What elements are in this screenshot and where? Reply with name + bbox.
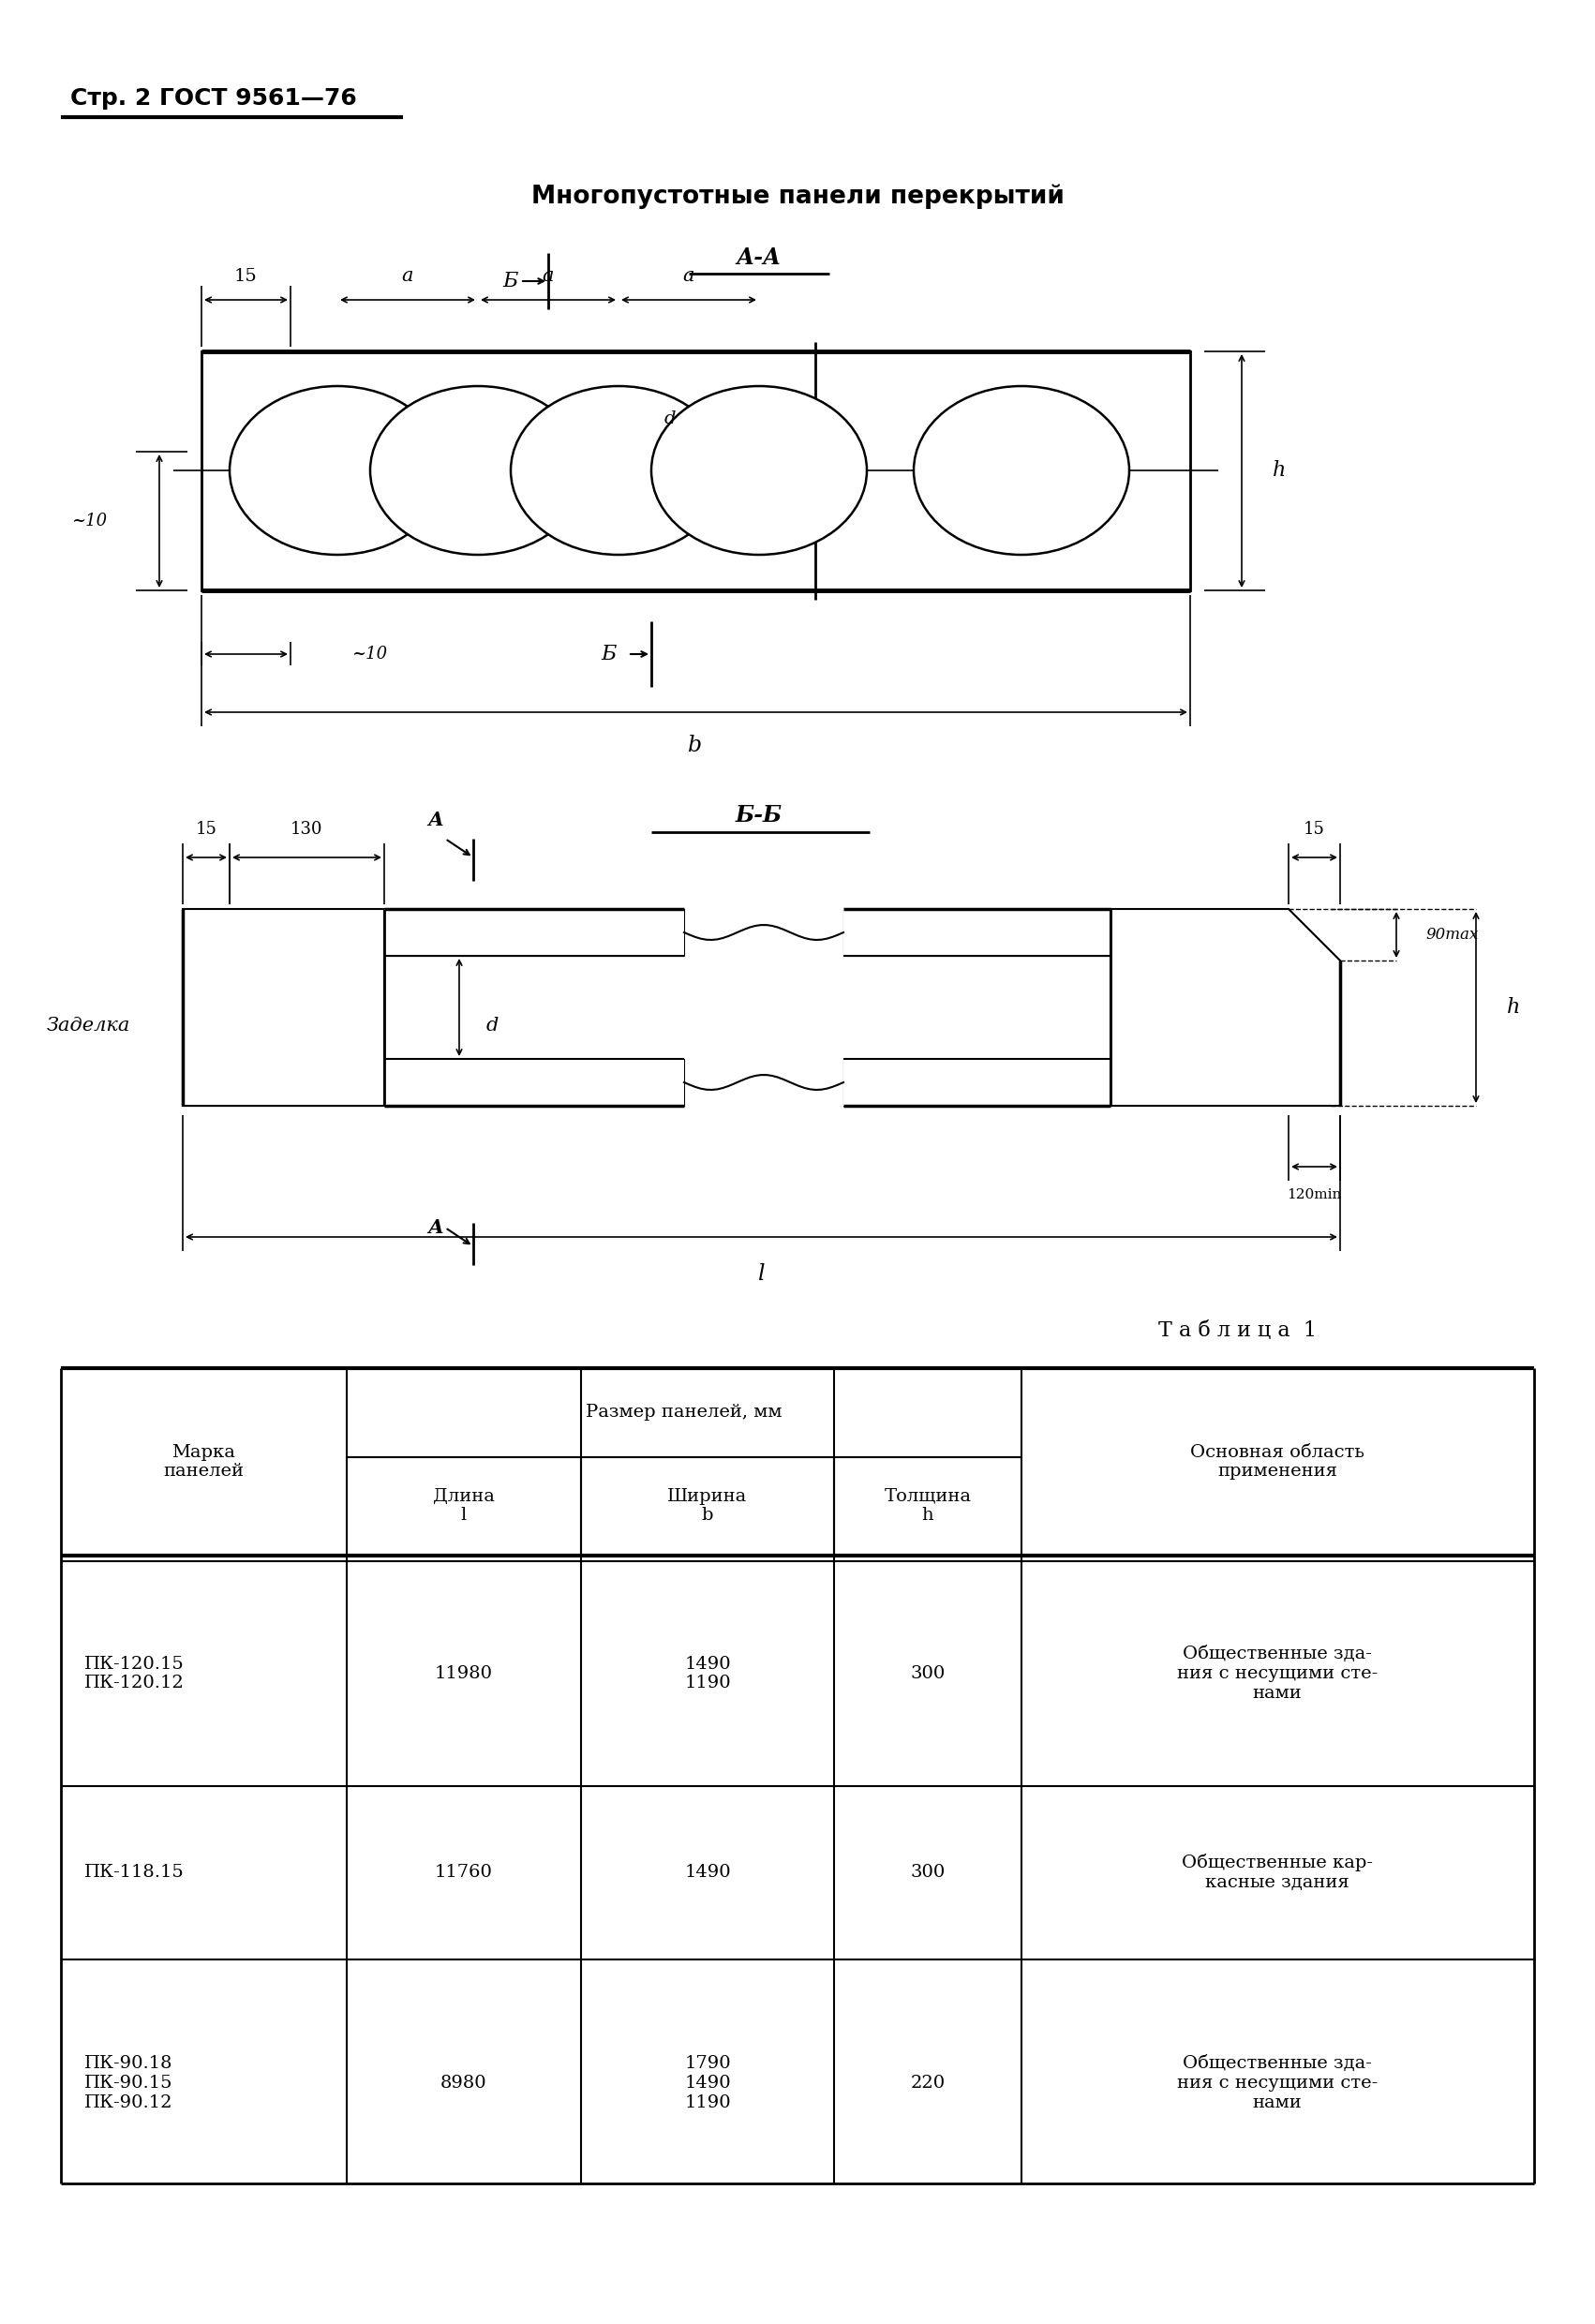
- Text: ПК-90.18
ПК-90.15
ПК-90.12: ПК-90.18 ПК-90.15 ПК-90.12: [85, 2054, 172, 2110]
- Text: Б: Б: [601, 644, 617, 665]
- Text: Т а б л и ц а  1: Т а б л и ц а 1: [1158, 1320, 1316, 1341]
- Text: a: a: [683, 267, 695, 286]
- Text: Заделка: Заделка: [48, 1018, 131, 1034]
- Text: ПК-118.15: ПК-118.15: [85, 1864, 185, 1880]
- Text: Стр. 2 ГОСТ 9561—76: Стр. 2 ГОСТ 9561—76: [70, 86, 357, 109]
- Text: 1490
1190: 1490 1190: [684, 1655, 731, 1692]
- Text: Основная область
применения: Основная область применения: [1190, 1443, 1364, 1480]
- Text: 130: 130: [290, 820, 322, 837]
- Polygon shape: [844, 1060, 1110, 1106]
- Text: ~10: ~10: [72, 514, 107, 530]
- Text: a: a: [542, 267, 553, 286]
- Ellipse shape: [370, 386, 585, 555]
- Text: Размер панелей, мм: Размер панелей, мм: [585, 1404, 782, 1420]
- Text: 120min: 120min: [1287, 1188, 1341, 1202]
- Text: 220: 220: [911, 2075, 946, 2092]
- Text: 11760: 11760: [435, 1864, 493, 1880]
- Text: 1490: 1490: [684, 1864, 731, 1880]
- Text: Общественные зда-
ния с несущими сте-
нами: Общественные зда- ния с несущими сте- на…: [1177, 2054, 1378, 2110]
- Text: Ширина
b: Ширина b: [668, 1487, 748, 1525]
- Text: a: a: [402, 267, 413, 286]
- Text: ~10: ~10: [351, 646, 388, 662]
- Polygon shape: [183, 909, 384, 1106]
- Text: 15: 15: [196, 820, 217, 837]
- Text: b: b: [689, 734, 702, 755]
- Text: А: А: [427, 1218, 443, 1236]
- Text: Б-Б: Б-Б: [735, 804, 783, 827]
- Text: 15: 15: [234, 267, 257, 286]
- Text: 90max: 90max: [1426, 927, 1479, 941]
- Text: Общественные зда-
ния с несущими сте-
нами: Общественные зда- ния с несущими сте- на…: [1177, 1645, 1378, 1701]
- Text: d: d: [486, 1018, 498, 1034]
- Text: 300: 300: [911, 1864, 946, 1880]
- Text: h: h: [1273, 460, 1286, 481]
- Text: 1790
1490
1190: 1790 1490 1190: [684, 2054, 731, 2110]
- Text: А: А: [427, 811, 443, 830]
- Ellipse shape: [914, 386, 1129, 555]
- Ellipse shape: [651, 386, 866, 555]
- Text: Марка
панелей: Марка панелей: [163, 1443, 244, 1480]
- Text: l: l: [758, 1264, 764, 1285]
- Ellipse shape: [510, 386, 726, 555]
- Polygon shape: [1110, 909, 1340, 1106]
- Polygon shape: [201, 351, 1190, 590]
- Text: ПК-120.15
ПК-120.12: ПК-120.15 ПК-120.12: [85, 1655, 185, 1692]
- Polygon shape: [384, 1060, 684, 1106]
- Polygon shape: [844, 909, 1110, 955]
- Text: h: h: [1507, 997, 1520, 1018]
- Text: 8980: 8980: [440, 2075, 486, 2092]
- Text: Многопустотные панели перекрытий: Многопустотные панели перекрытий: [531, 184, 1064, 209]
- Polygon shape: [384, 909, 684, 955]
- Text: 11980: 11980: [435, 1666, 493, 1683]
- Text: Б: Б: [502, 272, 518, 290]
- Text: d: d: [664, 411, 676, 428]
- Text: 15: 15: [1303, 820, 1324, 837]
- Text: 300: 300: [911, 1666, 946, 1683]
- Text: Длина
l: Длина l: [432, 1487, 494, 1525]
- Text: А-А: А-А: [737, 246, 782, 270]
- Ellipse shape: [230, 386, 445, 555]
- Text: Толщина
h: Толщина h: [884, 1487, 971, 1525]
- Text: Общественные кар-
касные здания: Общественные кар- касные здания: [1182, 1855, 1373, 1892]
